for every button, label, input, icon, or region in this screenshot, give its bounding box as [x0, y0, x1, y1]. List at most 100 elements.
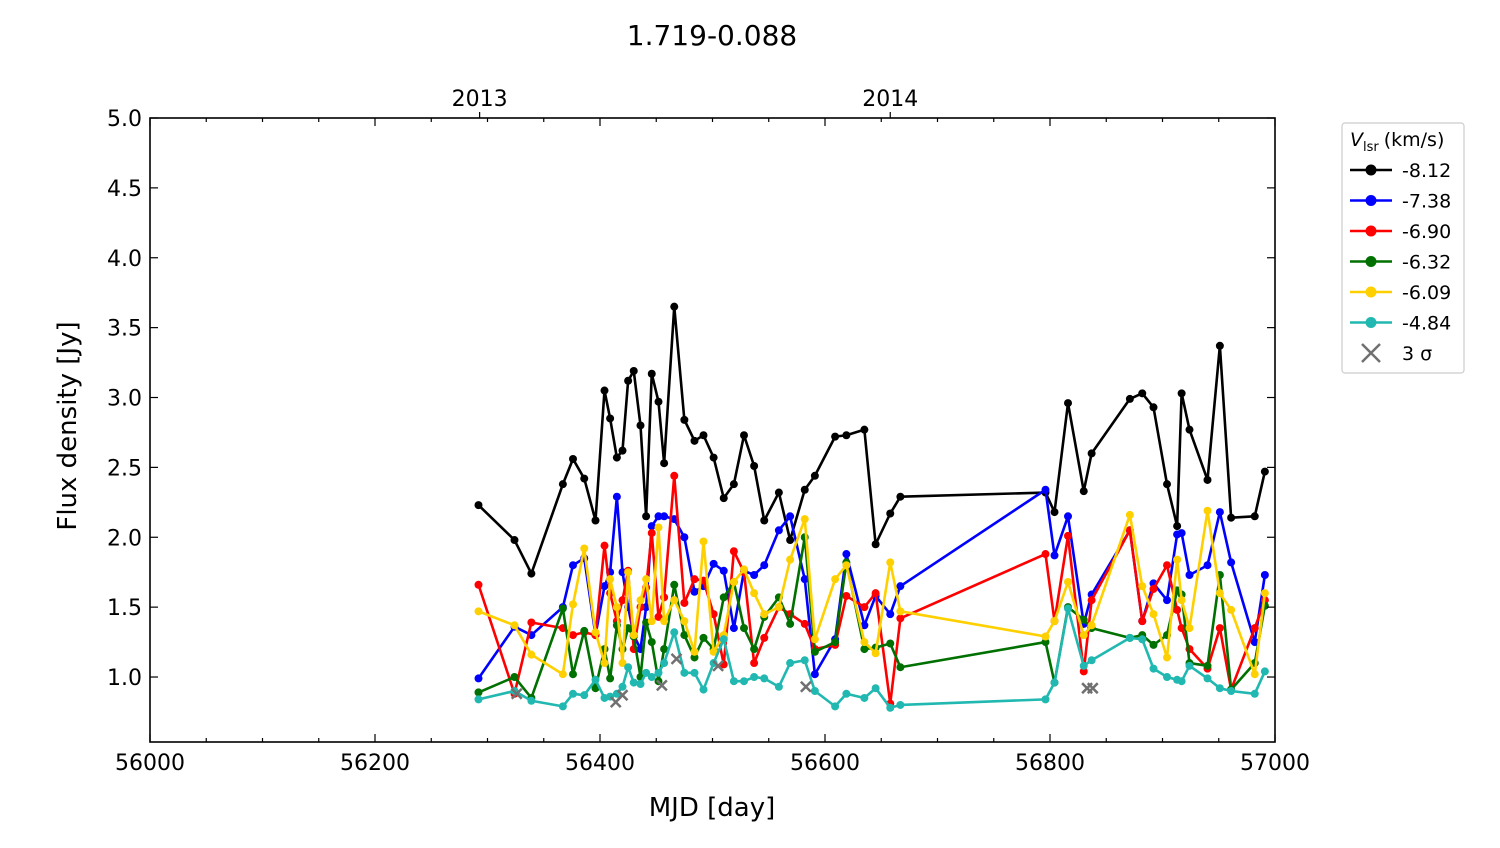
- data-point: [510, 673, 519, 682]
- data-point: [690, 575, 699, 584]
- data-point: [1087, 596, 1096, 605]
- data-point: [709, 559, 718, 568]
- data-point: [690, 668, 699, 677]
- data-point: [1163, 673, 1171, 682]
- data-point: [786, 555, 795, 564]
- data-point: [831, 575, 840, 584]
- data-point: [774, 603, 783, 612]
- data-point: [1041, 695, 1050, 704]
- data-point: [600, 582, 609, 591]
- data-point: [860, 603, 869, 612]
- data-point: [750, 589, 759, 598]
- legend-label: -4.84: [1402, 313, 1451, 335]
- legend-title-v: V: [1350, 129, 1365, 151]
- legend-swatch-marker: [1365, 256, 1377, 267]
- data-point: [660, 459, 669, 468]
- data-point: [1203, 661, 1212, 670]
- data-point: [1215, 508, 1224, 517]
- data-point: [750, 570, 759, 579]
- data-point: [629, 678, 638, 687]
- data-point: [600, 541, 609, 550]
- legend-item: -6.09: [1350, 282, 1451, 304]
- data-point: [1260, 467, 1269, 476]
- data-point: [642, 512, 651, 521]
- legend-title-unit: (km/s): [1384, 129, 1445, 151]
- data-point: [647, 369, 656, 378]
- data-point: [886, 639, 895, 648]
- data-point: [896, 607, 905, 616]
- data-point: [580, 626, 589, 635]
- data-point: [612, 492, 621, 501]
- data-point: [580, 544, 589, 553]
- data-point: [896, 663, 905, 672]
- data-point: [618, 596, 627, 605]
- y-tick-label: 2.0: [107, 526, 142, 551]
- data-point: [1227, 513, 1236, 522]
- data-point: [558, 604, 567, 613]
- data-point: [612, 453, 621, 462]
- y-tick-label: 3.5: [107, 317, 142, 342]
- legend-item: -6.90: [1350, 221, 1451, 243]
- data-point: [760, 516, 769, 525]
- data-point: [1163, 561, 1171, 570]
- data-point: [810, 686, 819, 695]
- data-point: [760, 561, 769, 570]
- data-point: [729, 677, 738, 686]
- data-point: [558, 702, 567, 711]
- data-point: [569, 561, 577, 570]
- data-point: [1064, 512, 1072, 521]
- data-point: [591, 516, 600, 525]
- series--8.12: [474, 302, 1269, 578]
- data-point: [670, 471, 679, 480]
- data-point: [1050, 508, 1059, 517]
- data-point: [1087, 449, 1096, 458]
- data-point: [1177, 389, 1186, 398]
- data-point: [527, 569, 536, 578]
- data-point: [569, 670, 577, 679]
- data-point: [1138, 617, 1147, 626]
- series--6.09: [474, 506, 1269, 679]
- year-label: 2013: [452, 87, 508, 112]
- data-point: [1041, 632, 1050, 641]
- data-point: [591, 628, 600, 637]
- data-point: [660, 645, 669, 654]
- data-point: [618, 659, 627, 668]
- data-point: [510, 536, 519, 545]
- data-point: [1250, 624, 1259, 633]
- legend-swatch-marker: [1365, 164, 1377, 176]
- data-point: [654, 512, 663, 521]
- data-point: [642, 668, 651, 677]
- data-point: [624, 624, 633, 633]
- data-point: [774, 488, 783, 497]
- data-point: [654, 668, 663, 677]
- data-point: [474, 607, 483, 616]
- data-point: [558, 480, 567, 489]
- data-point: [831, 638, 840, 647]
- plot-marks: [474, 302, 1269, 712]
- data-point: [624, 376, 633, 385]
- data-point: [774, 526, 783, 535]
- y-tick-label: 1.0: [107, 666, 142, 691]
- data-point: [1050, 617, 1059, 626]
- data-point: [1138, 389, 1147, 398]
- data-point: [1203, 561, 1212, 570]
- data-point: [760, 674, 769, 683]
- data-point: [1215, 684, 1224, 693]
- data-point: [729, 547, 738, 556]
- data-point: [474, 688, 483, 697]
- data-point: [1079, 631, 1088, 640]
- data-point: [1203, 506, 1212, 515]
- data-point: [896, 614, 905, 623]
- data-point: [810, 670, 819, 679]
- data-point: [699, 537, 708, 546]
- data-point: [871, 649, 880, 658]
- data-point: [719, 494, 728, 503]
- data-point: [831, 432, 840, 441]
- data-point: [740, 565, 748, 574]
- legend-label: -6.09: [1402, 282, 1451, 304]
- data-point: [842, 550, 851, 559]
- legend-item-3sigma: 3 σ: [1361, 343, 1432, 365]
- axes: 56000 56200 56400 56600 56800 57000 1.0 1.5 2.0 2…: [107, 87, 1310, 776]
- legend-label: -7.38: [1402, 191, 1451, 213]
